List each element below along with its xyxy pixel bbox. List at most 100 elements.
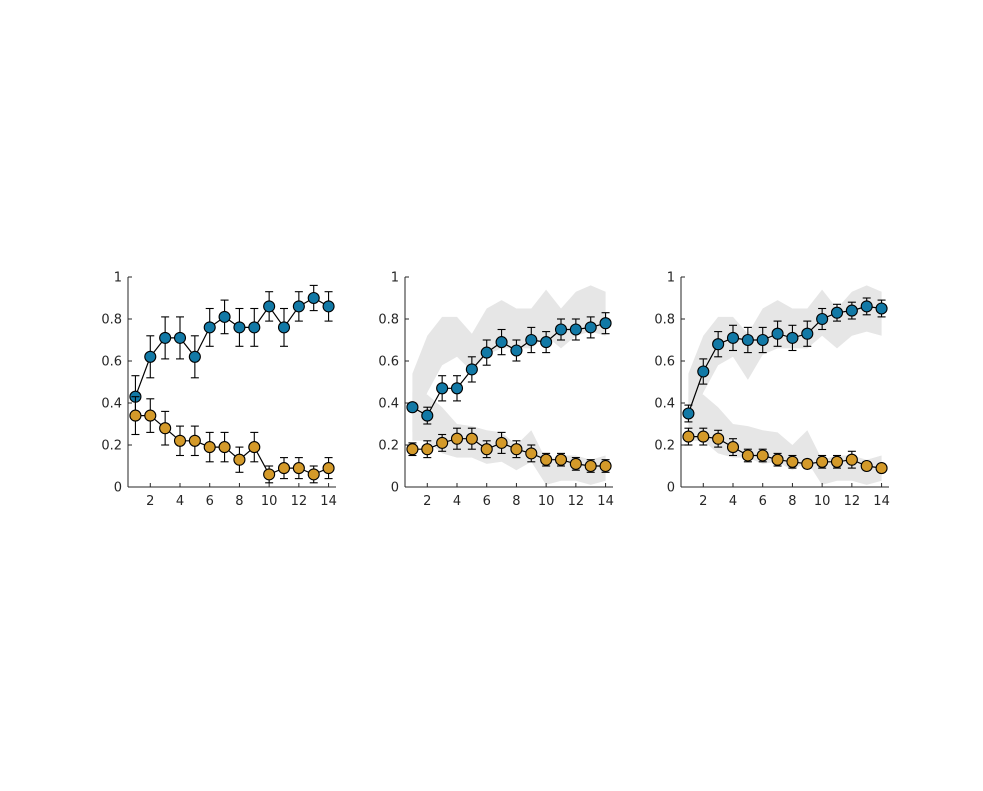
x-tick-label: 12 bbox=[844, 494, 861, 509]
x-tick-label: 2 bbox=[146, 494, 154, 509]
series-a-point bbox=[569, 323, 582, 336]
x-tick-label: 10 bbox=[261, 494, 278, 509]
series-a-point bbox=[756, 333, 769, 347]
series-b-point bbox=[554, 453, 568, 466]
y-tick-label: 0.4 bbox=[378, 397, 399, 412]
x-tick-label: 6 bbox=[759, 494, 767, 509]
series-a-point bbox=[495, 336, 508, 349]
series-b-point bbox=[845, 453, 858, 466]
series-a-point bbox=[599, 317, 612, 330]
y-tick-label: 0.6 bbox=[101, 355, 122, 370]
band-upper bbox=[688, 285, 882, 433]
series-a-point bbox=[277, 321, 291, 334]
series-b-point bbox=[786, 455, 799, 468]
series-b-point bbox=[584, 459, 597, 473]
x-tick-label: 14 bbox=[873, 494, 890, 509]
series-a-point bbox=[248, 321, 261, 334]
series-b-point bbox=[436, 436, 449, 449]
series-b-point bbox=[682, 430, 695, 443]
series-a-point bbox=[292, 300, 305, 313]
panel-3: 00.20.40.60.812 4 6 8 10 12 14 bbox=[654, 271, 890, 510]
y-tick-label: 0.8 bbox=[101, 313, 122, 328]
series-b-point bbox=[248, 441, 261, 454]
series-a-point bbox=[322, 300, 335, 313]
series-a-point bbox=[554, 323, 568, 336]
y-tick-label: 0 bbox=[391, 481, 399, 496]
y-tick-label: 0.6 bbox=[378, 355, 399, 370]
y-tick-label: 0.2 bbox=[654, 439, 675, 454]
series-a-point bbox=[682, 407, 695, 420]
series-a-point bbox=[406, 401, 419, 414]
series-a-point bbox=[712, 338, 725, 351]
series-a-point bbox=[218, 310, 231, 323]
x-tick-label: 12 bbox=[291, 494, 308, 509]
y-tick-label: 1 bbox=[667, 271, 675, 286]
x-tick-label: 8 bbox=[235, 494, 243, 509]
x-tick-label: 4 bbox=[729, 494, 737, 509]
series-a-point bbox=[159, 331, 172, 344]
series-a-point bbox=[173, 331, 187, 344]
series-a-point bbox=[875, 302, 888, 315]
series-b-point bbox=[712, 432, 725, 445]
y-tick-label: 1 bbox=[391, 271, 399, 286]
series-b-point bbox=[159, 422, 172, 435]
series-b-point bbox=[569, 457, 582, 470]
series-b-point bbox=[771, 453, 784, 466]
y-tick-label: 0.2 bbox=[378, 439, 399, 454]
series-b-point bbox=[322, 462, 335, 475]
series-b-point bbox=[233, 453, 246, 466]
x-tick-label: 14 bbox=[320, 494, 337, 509]
y-tick-label: 0.8 bbox=[654, 313, 675, 328]
series-a-point bbox=[860, 300, 873, 313]
series-a-point bbox=[421, 409, 434, 422]
series-b-point bbox=[173, 434, 187, 447]
series-a-point bbox=[450, 382, 464, 395]
series-b-point bbox=[277, 462, 291, 475]
series-b-point bbox=[726, 441, 740, 454]
y-tick-label: 0.8 bbox=[378, 313, 399, 328]
series-a-point bbox=[263, 300, 276, 313]
series-b-point bbox=[450, 432, 464, 445]
series-b-point bbox=[307, 468, 320, 481]
series-b-point bbox=[203, 441, 216, 454]
series-b-point bbox=[495, 436, 508, 449]
series-b-point bbox=[263, 468, 276, 481]
series-a-point bbox=[233, 321, 246, 334]
series-b-point bbox=[292, 462, 305, 475]
series-b-point bbox=[510, 443, 523, 456]
series-b-point bbox=[525, 447, 538, 460]
x-tick-label: 6 bbox=[483, 494, 491, 509]
x-tick-label: 4 bbox=[453, 494, 461, 509]
series-a-point bbox=[465, 363, 478, 376]
series-b-point bbox=[406, 443, 419, 456]
series-b-point bbox=[218, 441, 231, 454]
y-tick-label: 0 bbox=[114, 481, 122, 496]
series-a-point bbox=[203, 321, 216, 334]
x-tick-label: 2 bbox=[423, 494, 431, 509]
x-tick-label: 8 bbox=[512, 494, 520, 509]
y-tick-label: 0.2 bbox=[101, 439, 122, 454]
series-a-point bbox=[188, 350, 201, 363]
series-a-point bbox=[741, 333, 754, 347]
x-tick-label: 2 bbox=[699, 494, 707, 509]
series-a-point bbox=[845, 304, 858, 317]
series-a-point bbox=[801, 327, 814, 340]
series-a-point bbox=[436, 382, 449, 395]
series-b-point bbox=[144, 409, 157, 422]
series-b-point bbox=[188, 434, 201, 447]
series-b-point bbox=[756, 449, 769, 462]
x-tick-label: 8 bbox=[788, 494, 796, 509]
series-b-point bbox=[741, 449, 754, 462]
series-b-point bbox=[830, 455, 844, 468]
series-a-point bbox=[525, 333, 538, 347]
panel-2: 00.20.40.60.812 4 6 8 10 12 14 bbox=[378, 271, 614, 510]
y-tick-label: 0.4 bbox=[101, 397, 122, 412]
series-b-point bbox=[875, 462, 888, 475]
x-tick-label: 6 bbox=[206, 494, 214, 509]
series-b-point bbox=[465, 432, 478, 445]
series-a-point bbox=[786, 331, 799, 344]
series-b-point bbox=[697, 430, 710, 443]
x-tick-label: 14 bbox=[597, 494, 614, 509]
x-tick-label: 4 bbox=[176, 494, 184, 509]
series-b-point bbox=[801, 457, 814, 470]
